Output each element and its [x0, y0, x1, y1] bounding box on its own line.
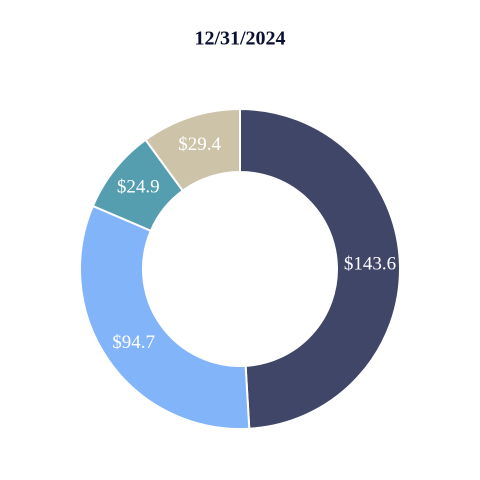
data-label: $29.4 [178, 134, 221, 155]
donut-slice [144, 107, 241, 193]
data-label: $24.9 [117, 176, 160, 197]
donut-slice [239, 107, 401, 430]
donut-slice [79, 204, 251, 430]
chart-title: 12/31/2024 [194, 28, 285, 50]
data-label: $94.7 [112, 332, 155, 353]
data-label: $143.6 [344, 254, 396, 275]
